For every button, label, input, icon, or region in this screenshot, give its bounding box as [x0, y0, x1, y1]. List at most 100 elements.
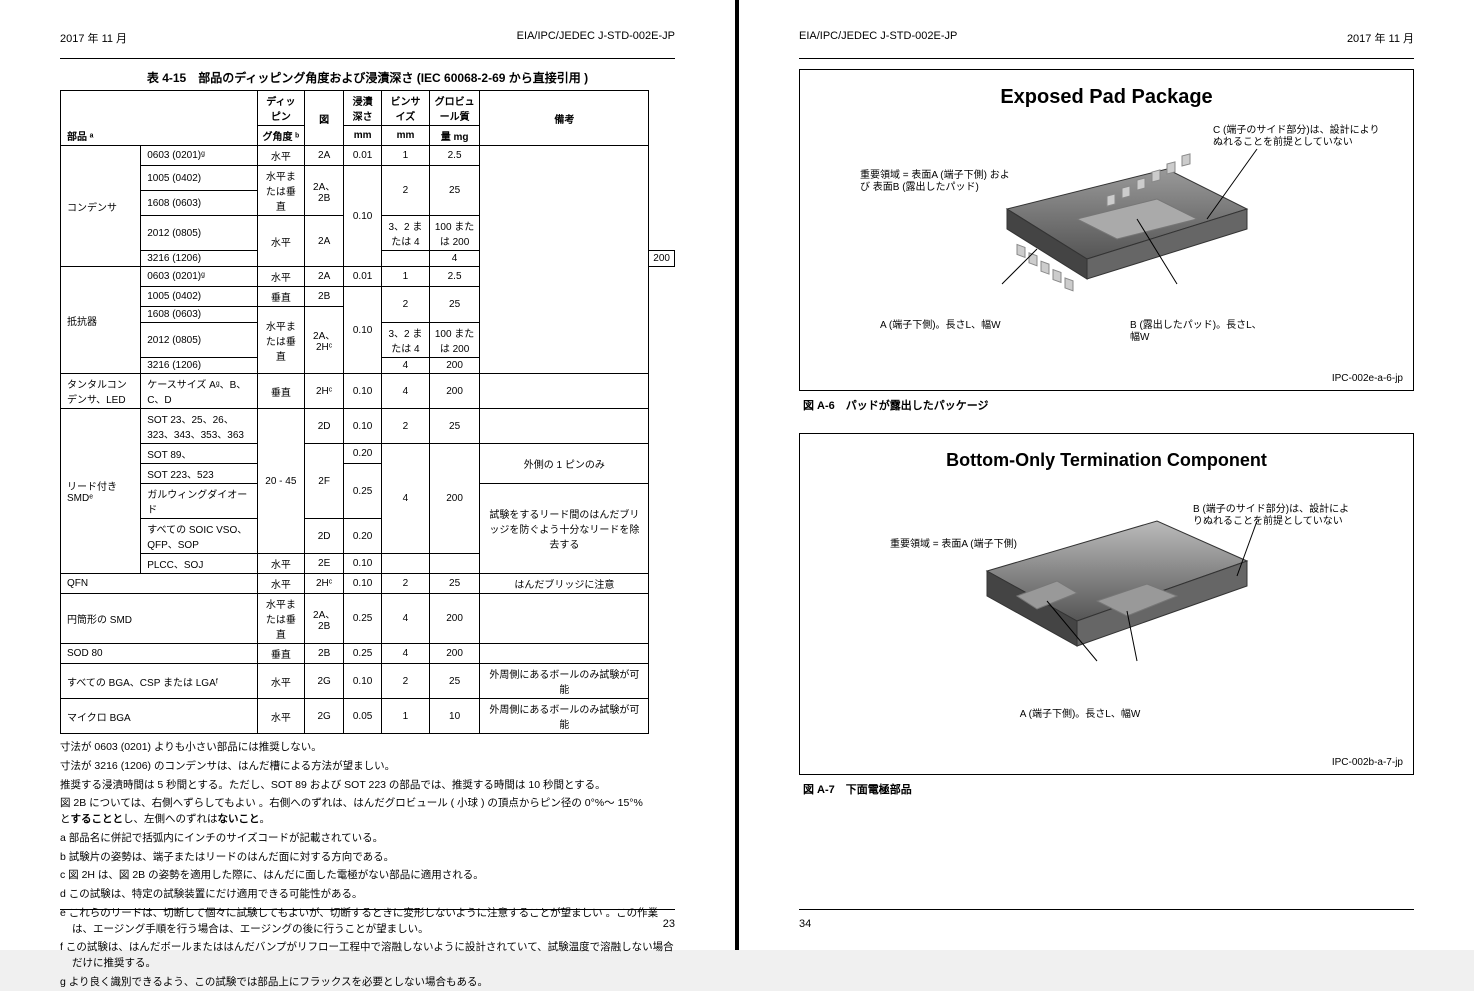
cell: ガルウィングダイオード: [141, 484, 257, 519]
fig-caption: 図 A-7 下面電極部品: [803, 781, 1414, 797]
cell: 2012 (0805): [141, 216, 257, 251]
cell: [382, 554, 430, 574]
cell: 10: [429, 699, 480, 734]
cell: 水平: [257, 216, 305, 267]
fig-annot-crit: 重要領域 = 表面A (端子下側): [890, 539, 1050, 551]
cell: 0.01: [344, 146, 382, 166]
fig-annot-crit: 重要領域 = 表面A (端子下側) および 表面B (露出したパッド): [860, 170, 1010, 194]
cell: [480, 644, 649, 664]
cell: 25: [429, 664, 480, 699]
row-smd: リード付き SMDᵉ: [61, 409, 141, 574]
page-header: EIA/IPC/JEDEC J-STD-002E-JP 2017 年 11 月: [799, 30, 1414, 46]
page-right: EIA/IPC/JEDEC J-STD-002E-JP 2017 年 11 月 …: [739, 0, 1474, 950]
cell: はんだブリッジに注意: [480, 574, 649, 594]
cell: 0603 (0201)ᵍ: [141, 146, 257, 166]
note-line: 寸法が 3216 (1206) のコンデンサは、はんだ槽による方法が望ましい。: [60, 759, 675, 775]
cell: 1608 (0603): [141, 191, 257, 216]
cell: 0.10: [344, 287, 382, 374]
cell: 200: [429, 644, 480, 664]
cell: 水平または垂直: [257, 166, 305, 216]
cell: 2A: [305, 216, 344, 267]
cell: 1: [382, 267, 430, 287]
cell: 2.5: [429, 267, 480, 287]
cell: 25: [429, 166, 480, 216]
cell: 垂直: [257, 374, 305, 409]
cell: 1608 (0603): [141, 307, 257, 323]
cell: 2: [382, 574, 430, 594]
cell: 2A: [305, 146, 344, 166]
th-pin2: mm: [382, 126, 430, 146]
cell: 外側の 1 ピンのみ: [480, 444, 649, 484]
cell: 25: [429, 409, 480, 444]
cell: 1: [382, 699, 430, 734]
table-title: 表 4-15 部品のディッピング角度および浸漬深さ (IEC 60068-2-6…: [60, 69, 675, 86]
th-depth1: 浸漬深さ: [344, 91, 382, 126]
cell: [429, 554, 480, 574]
cell: 20 - 45: [257, 409, 305, 554]
cell: 25: [429, 287, 480, 323]
cell: 4: [382, 374, 430, 409]
cell: 水平: [257, 574, 305, 594]
cell: 水平: [257, 267, 305, 287]
cell: 100 または 200: [429, 323, 480, 358]
cell: 2Hᶜ: [305, 574, 344, 594]
cell: 4: [382, 644, 430, 664]
cell: 1: [382, 146, 430, 166]
cell: 水平または垂直: [257, 307, 305, 374]
note-line: 寸法が 0603 (0201) よりも小さい部品には推奨しない。: [60, 740, 675, 756]
th-glob1: グロビュール質: [429, 91, 480, 126]
cell: 2D: [305, 519, 344, 554]
table-4-15: 部品 ᵃ ディッピン 図 浸漬深さ ビンサイズ グロビュール質 備考 グ角度 ᵇ…: [60, 90, 675, 734]
cell: 3、2 または 4: [382, 216, 430, 251]
cell: 200: [429, 374, 480, 409]
page-header: 2017 年 11 月 EIA/IPC/JEDEC J-STD-002E-JP: [60, 30, 675, 46]
note-b: b 試験片の姿勢は、端子またはリードのはんだ面に対する方向である。: [60, 850, 675, 866]
cell: 垂直: [257, 644, 305, 664]
th-angle1: ディッピン: [257, 91, 305, 126]
cell: 2.5: [429, 146, 480, 166]
cell: [382, 251, 430, 267]
note-e: e これらのリードは、切断して個々に試験してもよいが、切断するときに変形しないよ…: [60, 906, 675, 938]
cell: [480, 594, 649, 644]
cell: すべての SOIC VSO、QFP、SOP: [141, 519, 257, 554]
row-cyl: 円筒形の SMD: [61, 594, 258, 644]
fig-annot-a: A (端子下側)。長さL、幅W: [1000, 709, 1160, 721]
cell: 25: [429, 574, 480, 594]
cell: 0.05: [344, 699, 382, 734]
cell: PLCC、SOJ: [141, 554, 257, 574]
th-angle2: グ角度 ᵇ: [257, 126, 305, 146]
cell: 0.20: [344, 444, 382, 464]
cell: 0.10: [344, 374, 382, 409]
fig-code: IPC-002e-a-6-jp: [1332, 373, 1403, 384]
header-std: EIA/IPC/JEDEC J-STD-002E-JP: [799, 30, 957, 46]
cell: 2: [382, 409, 430, 444]
cell: 3216 (1206): [141, 251, 257, 267]
cell: 2A、2Hᶜ: [305, 307, 344, 374]
th-fig: 図: [305, 91, 344, 146]
cell: 0.10: [344, 409, 382, 444]
cell: 2F: [305, 444, 344, 519]
cell: 水平: [257, 699, 305, 734]
fig-title: Bottom-Only Termination Component: [810, 450, 1403, 471]
figure-a7: Bottom-Only Termination Component 重要領域 =…: [799, 433, 1414, 775]
cell: 2A: [305, 267, 344, 287]
cell: 3、2 または 4: [382, 323, 430, 358]
cell: SOT 89、: [141, 444, 257, 464]
cell: 2E: [305, 554, 344, 574]
cell: 2G: [305, 664, 344, 699]
page-number: 23: [663, 918, 675, 930]
row-ubga: マイクロ BGA: [61, 699, 258, 734]
cell: 100 または 200: [429, 216, 480, 251]
cell: 2G: [305, 699, 344, 734]
cell: 垂直: [257, 287, 305, 307]
th-part: 部品 ᵃ: [61, 91, 258, 146]
row-cap: コンデンサ: [61, 146, 141, 267]
cell: SOT 223、523: [141, 464, 257, 484]
cell: [480, 146, 649, 374]
note-g: g より良く識別できるよう、この試験では部品上にフラックスを必要としない場合もあ…: [60, 975, 675, 991]
cell: 0.10: [344, 664, 382, 699]
row-res: 抵抗器: [61, 267, 141, 374]
cell: SOT 23、25、26、323、343、353、363: [141, 409, 257, 444]
cell: 水平: [257, 146, 305, 166]
th-glob2: 量 mg: [429, 126, 480, 146]
